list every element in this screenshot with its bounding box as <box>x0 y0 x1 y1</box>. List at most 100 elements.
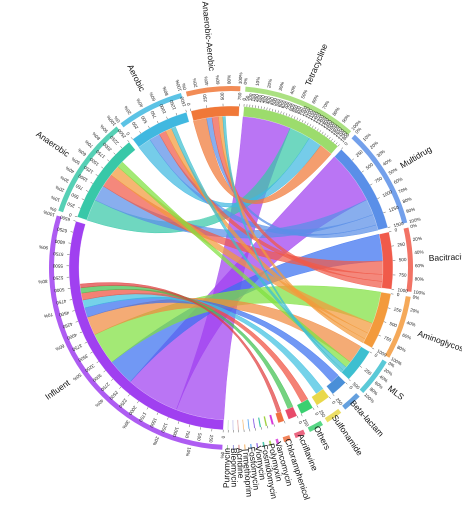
tick-label: 600 <box>277 99 284 108</box>
segment-pct-ring-fosfomycin <box>250 443 252 449</box>
pct-tick-label: 60% <box>374 380 384 390</box>
tick-mark <box>84 341 88 344</box>
pct-tick-label: 20% <box>369 140 379 150</box>
pct-tick-label: 0% <box>49 206 57 213</box>
tick-label: 3500 <box>77 353 89 363</box>
tick-label: 800 <box>288 102 296 111</box>
tick-label: 250 <box>202 94 208 103</box>
tick-mark <box>321 131 324 135</box>
segment-label-anaerobic: Anaerobic <box>34 129 72 159</box>
segment-label-tetracycline: Tetracycline <box>303 42 330 87</box>
pct-tick-label: 20% <box>123 105 132 115</box>
segment-arc-viomycin <box>252 418 256 429</box>
tick-label: 1250 <box>83 164 95 174</box>
tick-label: 1000 <box>77 173 89 183</box>
pct-tick-label: 0% <box>220 452 225 459</box>
tick-label: 0 <box>397 292 401 297</box>
tick-mark <box>369 351 372 354</box>
pct-tick-label: 40% <box>203 76 209 86</box>
tick-label: 950 <box>297 106 305 115</box>
segment-label-bleomycin: Bleomycin <box>229 448 240 488</box>
segment-label-influent: Influent <box>43 377 72 402</box>
segment-arc-bleomycin <box>232 419 234 431</box>
segment-pct-ring-bacitracin <box>403 227 413 292</box>
tick-mark <box>304 121 306 124</box>
pct-tick-label: 50% <box>72 372 82 381</box>
tick-label: 0 <box>331 400 337 405</box>
tick-mark <box>291 115 293 118</box>
pct-tick-label: 20% <box>266 78 273 88</box>
tick-label: 1250 <box>388 205 400 213</box>
tick-label: 500 <box>271 97 278 106</box>
tick-label: 250 <box>393 307 402 314</box>
segment-arc-chloramphenicol <box>275 411 285 424</box>
pct-tick-label: 80% <box>227 75 232 84</box>
tick-label: 750 <box>237 92 242 100</box>
pct-tick-label: 80% <box>162 86 170 96</box>
segment-arc-others <box>296 398 314 415</box>
tick-label: 500 <box>352 381 361 390</box>
segment-arc-vancomycin <box>269 414 275 425</box>
pct-tick-label: 0% <box>181 83 187 91</box>
tick-label: 1000 <box>299 105 308 117</box>
segment-pct-ring-vancomycin <box>275 438 280 445</box>
tick-label: 0 <box>343 141 349 147</box>
tick-mark <box>90 351 93 354</box>
tick-mark <box>333 140 336 143</box>
tick-mark <box>70 231 74 233</box>
segment-label-acridine: Acridine <box>235 448 246 479</box>
pct-tick-label: 60% <box>415 263 424 268</box>
tick-mark <box>335 142 338 145</box>
tick-label: 250 <box>397 241 406 247</box>
pct-tick-label: 90% <box>341 113 351 123</box>
segment-label-multidrug: Multidrug <box>398 144 433 171</box>
tick-mark <box>139 131 142 134</box>
tick-mark <box>166 116 168 120</box>
tick-label: 1100 <box>305 108 314 119</box>
tick-label: 2000 <box>102 141 113 152</box>
pct-tick-label: 60% <box>311 94 320 104</box>
tick-mark <box>284 420 286 424</box>
tick-mark <box>378 334 381 337</box>
tick-label: 1250 <box>313 112 323 124</box>
tick-mark <box>175 112 178 116</box>
pct-tick-label: 80% <box>331 106 340 116</box>
tick-mark <box>188 424 190 428</box>
tick-label: 1500 <box>393 221 405 229</box>
tick-label: 1000 <box>397 287 408 293</box>
tick-mark <box>316 405 319 408</box>
tick-mark <box>73 220 76 222</box>
tick-mark <box>328 396 331 400</box>
tick-label: 400 <box>265 96 272 105</box>
tick-label: 0 <box>314 412 320 417</box>
pct-tick-label: 0% <box>412 295 419 301</box>
segment-arc-beta-lactam <box>326 375 346 395</box>
tick-mark <box>274 109 276 113</box>
pct-tick-label: 50% <box>71 156 81 165</box>
tick-label: 4500 <box>58 310 70 318</box>
tick-label: 100 <box>248 93 254 102</box>
segment-arc-bacitracin <box>379 231 394 290</box>
tick-mark <box>156 412 159 415</box>
pct-tick-label: 10% <box>255 76 261 86</box>
pct-tick-label: 80% <box>396 345 406 353</box>
tick-label: 500 <box>220 92 225 100</box>
tick-label: 1300 <box>315 114 325 126</box>
tick-mark <box>283 112 285 115</box>
tick-label: 0 <box>221 436 226 439</box>
tick-label: 4250 <box>62 321 74 329</box>
tick-label: 50 <box>245 95 251 101</box>
segment-label-viomycin: Viomycin <box>253 445 268 481</box>
pct-tick-label: 60% <box>215 75 221 85</box>
segment-label-mls: MLS <box>386 383 406 402</box>
tick-label: 5500 <box>52 263 63 268</box>
pct-tick-label: 20% <box>192 78 199 88</box>
pct-tick-label: 20% <box>383 367 393 376</box>
pct-tick-label: 90% <box>99 123 109 133</box>
tick-label: 6500 <box>59 214 71 222</box>
tick-mark <box>383 211 386 214</box>
tick-label: 2000 <box>127 405 137 417</box>
tick-label: 1800 <box>340 132 351 143</box>
tick-mark <box>78 207 81 209</box>
